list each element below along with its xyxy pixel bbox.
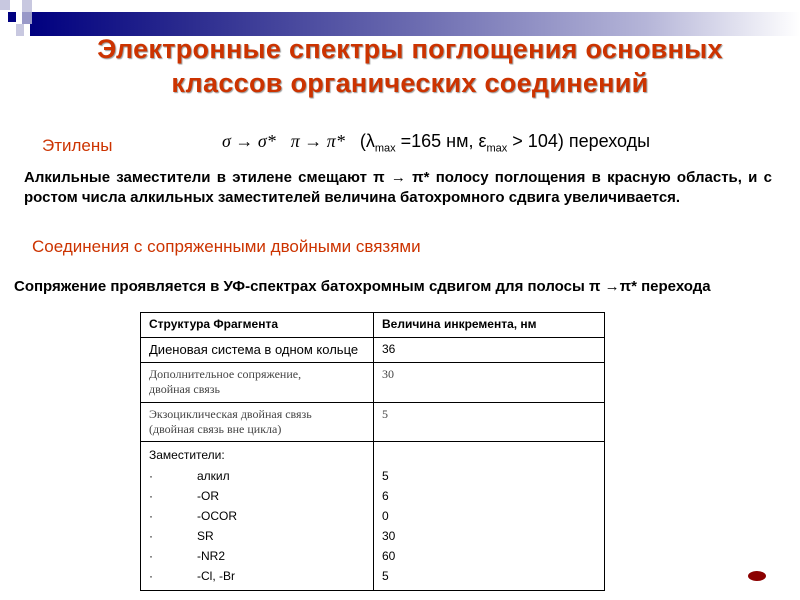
substituent-value: 0 <box>382 509 389 523</box>
table-header-row: Структура Фрагмента Величина инкремента,… <box>140 312 605 338</box>
substituent-value: 5 <box>382 569 389 583</box>
decor-square <box>22 0 32 12</box>
formula-text: =165 нм, ε <box>395 131 487 151</box>
table-row: Дополнительное сопряжение, двойная связь… <box>140 362 605 403</box>
substituent-name: -NR2 <box>197 549 226 563</box>
substituent-item: · алкил <box>149 466 365 486</box>
transition-formula: σ → σ* π → π* (λmax =165 нм, εmax > 104)… <box>222 131 650 155</box>
table-cell: Диеновая система в одном кольце <box>140 337 374 363</box>
decor-square <box>8 12 16 22</box>
bullet: · <box>149 469 153 483</box>
increment-table: Структура Фрагмента Величина инкремента,… <box>140 312 605 591</box>
paragraph-alkyl: Алкильные заместители в этилене смещают … <box>24 169 772 206</box>
heading-ethylenes: Этилены <box>42 136 113 155</box>
paragraph-conjugation: Сопряжение проявляется в УФ-спектрах бат… <box>14 278 711 295</box>
table-cell: 36 <box>373 337 605 363</box>
bullet: · <box>149 569 153 583</box>
table-row-substituents: Заместители: · алкил · -OR · -OCOR · SR · -NR2 · -C… <box>140 441 605 591</box>
substituent-item: · -OCOR <box>149 506 365 526</box>
substituents-label: Заместители: <box>149 448 225 462</box>
bullet: · <box>149 489 153 503</box>
table-cell: 5 <box>373 402 605 442</box>
formula-sub: max <box>486 142 508 155</box>
table-row: Диеновая система в одном кольце 36 <box>140 337 605 363</box>
table-header: Структура Фрагмента <box>140 312 374 338</box>
substituent-value: 6 <box>382 489 389 503</box>
substituent-value: 5 <box>382 469 389 483</box>
substituent-name: -Cl, -Br <box>197 569 235 583</box>
slide-title: Электронные спектры поглощения основных … <box>97 34 723 98</box>
table-cell: Экзоциклическая двойная связь (двойная с… <box>140 402 374 442</box>
nav-button[interactable] <box>748 571 766 581</box>
formula-text: > 104) переходы <box>507 131 651 151</box>
heading-conjugated: Соединения с сопряженными двойными связя… <box>32 237 421 256</box>
substituent-name: -OCOR <box>197 509 237 523</box>
table-row: Экзоциклическая двойная связь (двойная с… <box>140 402 605 442</box>
decor-square <box>0 0 10 10</box>
substituent-item: · -NR2 <box>149 546 365 566</box>
decor-square <box>22 12 32 24</box>
table-cell: Дополнительное сопряжение, двойная связь <box>140 362 374 403</box>
substituent-item: · -OR <box>149 486 365 506</box>
formula-sigma: σ → σ* <box>222 131 276 151</box>
decor-square <box>16 24 24 36</box>
substituent-name: SR <box>197 529 214 543</box>
table-cell: 30 <box>373 362 605 403</box>
substituent-item: · SR <box>149 526 365 546</box>
substituent-value: 30 <box>382 529 396 543</box>
substituent-value: 60 <box>382 549 396 563</box>
formula-pi: π → π* <box>290 131 345 151</box>
bullet: · <box>149 509 153 523</box>
substituent-item: · -Cl, -Br <box>149 566 365 586</box>
formula-sub: max <box>374 142 396 155</box>
substituent-name: алкил <box>197 469 230 483</box>
bullet: · <box>149 549 153 563</box>
substituent-name: -OR <box>197 489 219 503</box>
table-header: Величина инкремента, нм <box>373 312 605 338</box>
bullet: · <box>149 529 153 543</box>
header-gradient-bar <box>30 12 800 36</box>
formula-text: (λ <box>359 131 375 151</box>
